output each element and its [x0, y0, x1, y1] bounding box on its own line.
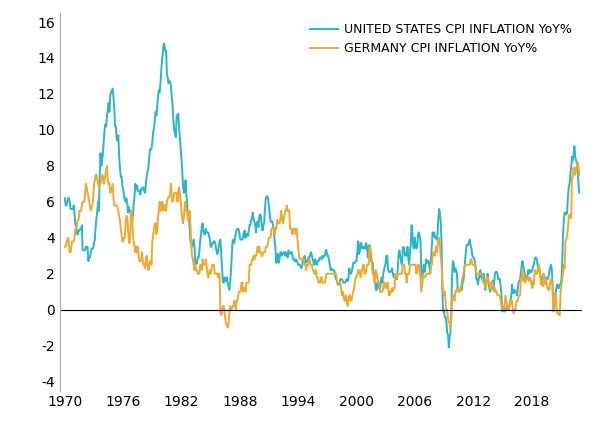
UNITED STATES CPI INFLATION YoY%: [65, 196, 73, 201]
UNITED STATES CPI INFLATION YoY%: [575, 190, 583, 195]
UNITED STATES CPI INFLATION YoY%: [228, 253, 235, 258]
GERMANY CPI INFLATION YoY%: [575, 172, 583, 178]
UNITED STATES CPI INFLATION YoY%: [445, 345, 452, 350]
Line: GERMANY CPI INFLATION YoY%: GERMANY CPI INFLATION YoY%: [65, 162, 579, 328]
UNITED STATES CPI INFLATION YoY%: [61, 196, 68, 201]
GERMANY CPI INFLATION YoY%: [498, 303, 505, 309]
UNITED STATES CPI INFLATION YoY%: [160, 41, 167, 46]
UNITED STATES CPI INFLATION YoY%: [379, 280, 386, 285]
GERMANY CPI INFLATION YoY%: [379, 289, 386, 294]
GERMANY CPI INFLATION YoY%: [574, 160, 581, 165]
GERMANY CPI INFLATION YoY%: [228, 307, 235, 312]
UNITED STATES CPI INFLATION YoY%: [499, 309, 506, 314]
GERMANY CPI INFLATION YoY%: [65, 242, 73, 247]
GERMANY CPI INFLATION YoY%: [207, 271, 214, 276]
GERMANY CPI INFLATION YoY%: [493, 289, 500, 294]
UNITED STATES CPI INFLATION YoY%: [494, 271, 501, 276]
UNITED STATES CPI INFLATION YoY%: [208, 244, 215, 250]
GERMANY CPI INFLATION YoY%: [61, 244, 68, 250]
Legend: UNITED STATES CPI INFLATION YoY%, GERMANY CPI INFLATION YoY%: UNITED STATES CPI INFLATION YoY%, GERMAN…: [307, 19, 576, 59]
GERMANY CPI INFLATION YoY%: [224, 325, 231, 330]
Line: UNITED STATES CPI INFLATION YoY%: UNITED STATES CPI INFLATION YoY%: [65, 43, 579, 348]
